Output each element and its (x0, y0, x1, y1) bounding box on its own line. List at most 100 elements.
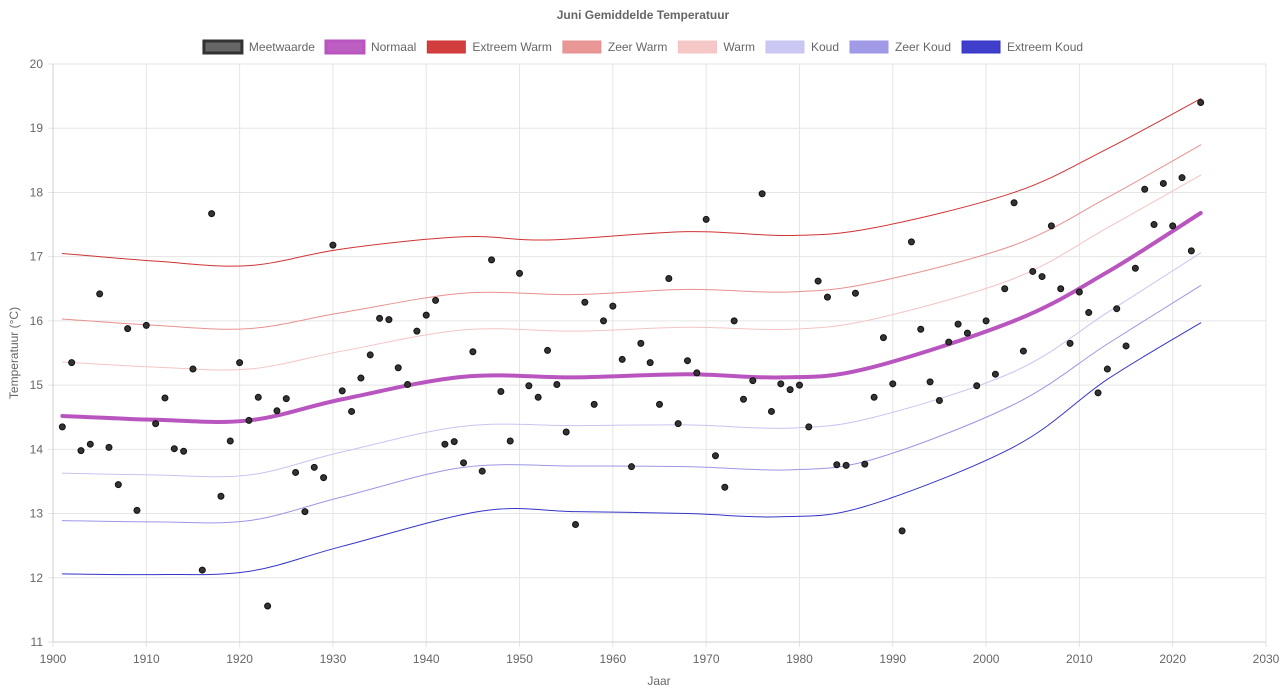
data-point (516, 269, 524, 277)
x-tick-label: 2010 (1066, 652, 1093, 666)
series-line-extreem-koud (61, 322, 1202, 576)
data-point (469, 348, 477, 356)
x-tick-label: 1980 (786, 652, 813, 666)
data-point (376, 314, 384, 322)
legend-label-warm: Warm (723, 40, 755, 54)
data-point (86, 440, 94, 448)
data-point (1141, 185, 1149, 193)
data-point (879, 334, 887, 342)
data-point (301, 508, 309, 516)
legend-label-normaal: Normaal (371, 40, 416, 54)
data-point (870, 393, 878, 401)
legend-swatch-zeer-koud (849, 40, 889, 54)
data-point (889, 380, 897, 388)
data-point (1010, 199, 1018, 207)
data-point (432, 296, 440, 304)
legend-swatch-zeer-warm (562, 40, 602, 54)
x-tick-label: 1960 (599, 652, 626, 666)
data-point (77, 447, 85, 455)
data-point (814, 277, 822, 285)
data-point (730, 317, 738, 325)
y-tick-label: 20 (30, 57, 44, 71)
data-point (357, 374, 365, 382)
data-point (264, 602, 272, 610)
data-point (1094, 389, 1102, 397)
data-point (422, 311, 430, 319)
data-point (329, 241, 337, 249)
legend-swatch-extreem-warm (426, 40, 466, 54)
data-point (254, 393, 262, 401)
data-point (488, 256, 496, 264)
data-point (506, 437, 514, 445)
chart-title: Juni Gemiddelde Temperatuur (557, 8, 730, 22)
y-axis-title: Temperatuur (°C) (7, 307, 21, 399)
data-point (739, 395, 747, 403)
data-point (805, 423, 813, 431)
legend-swatch-extreem-koud (961, 40, 1001, 54)
data-point (96, 290, 104, 298)
data-point (693, 369, 701, 377)
data-point (795, 381, 803, 389)
series-line-extreem-warm (61, 98, 1202, 267)
data-point (226, 437, 234, 445)
data-point (198, 566, 206, 574)
data-point (282, 395, 290, 403)
data-point (460, 459, 468, 467)
data-point (973, 382, 981, 390)
data-point (366, 351, 374, 359)
data-point (609, 302, 617, 310)
data-point (1066, 339, 1074, 347)
data-point (348, 407, 356, 415)
data-point (842, 461, 850, 469)
data-point (1103, 365, 1111, 373)
data-point (189, 365, 197, 373)
data-point (758, 190, 766, 198)
data-point (273, 407, 281, 415)
y-tick-label: 13 (30, 507, 44, 521)
data-point (656, 400, 663, 408)
data-point (851, 289, 859, 297)
data-point (683, 357, 691, 365)
data-point (105, 443, 113, 451)
data-point (767, 407, 775, 415)
data-point (749, 377, 757, 385)
data-point (1001, 285, 1009, 293)
data-point (1057, 285, 1065, 293)
data-point (600, 317, 608, 325)
data-point (394, 364, 402, 372)
data-point (898, 527, 906, 535)
data-point (861, 460, 869, 468)
series-line-zeer-warm (61, 144, 1202, 330)
data-point (1187, 247, 1195, 255)
legend-label-extreem-warm: Extreem Warm (472, 40, 552, 54)
data-point (114, 481, 122, 489)
series-line-zeer-koud (61, 285, 1202, 524)
data-point (1159, 179, 1167, 187)
series-line-koud (61, 252, 1202, 478)
data-point (320, 474, 328, 482)
x-tick-label: 1970 (693, 652, 720, 666)
data-point (935, 397, 943, 405)
legend-label-meetwaarde: Meetwaarde (249, 40, 315, 54)
data-point (152, 420, 160, 428)
data-point (161, 394, 169, 402)
legend-swatch-warm (677, 40, 717, 54)
data-point (646, 359, 654, 367)
data-point (702, 215, 710, 223)
data-point (674, 420, 682, 428)
data-point (590, 400, 598, 408)
x-tick-label: 1910 (133, 652, 160, 666)
data-point (1113, 305, 1121, 313)
data-point (142, 321, 150, 329)
data-point (1085, 309, 1093, 317)
legend-label-zeer-koud: Zeer Koud (895, 40, 951, 54)
legend-label-koud: Koud (811, 40, 839, 54)
data-point (385, 316, 393, 324)
data-point (1131, 264, 1139, 272)
axes-layer: 1900 1910 1920 1930 1940 1950 1960 1970 1980 1990… (30, 57, 1280, 666)
data-point (572, 520, 580, 528)
data-point (553, 380, 561, 388)
x-tick-label: 2000 (973, 652, 1000, 666)
data-point (618, 355, 626, 363)
